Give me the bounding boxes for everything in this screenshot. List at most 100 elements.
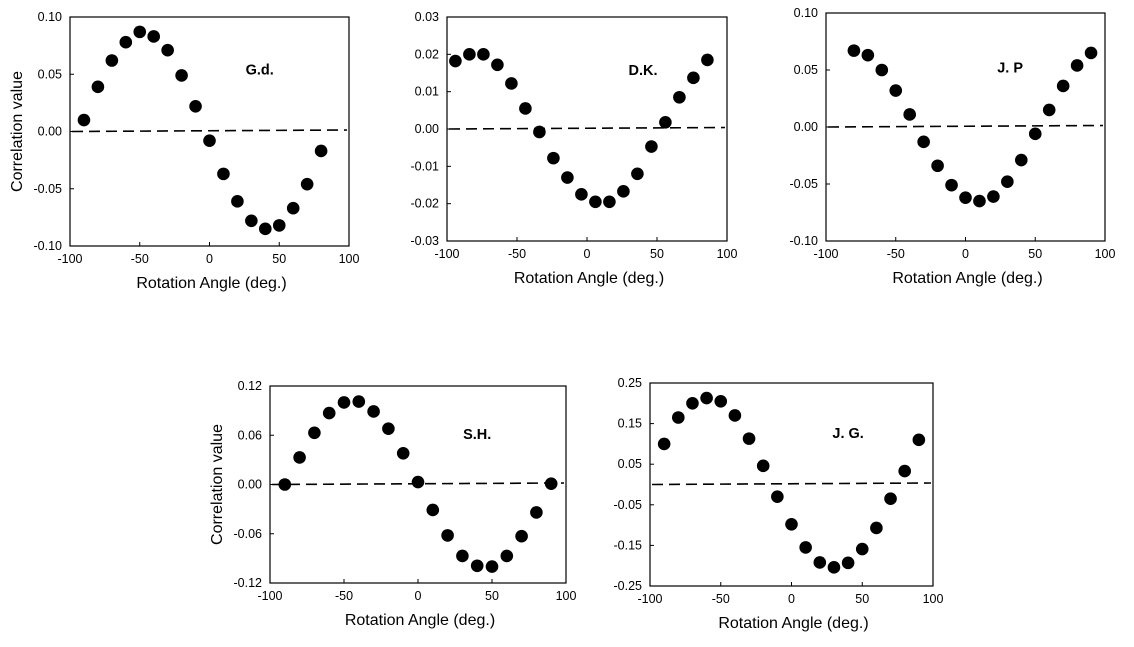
y-tick-label: 0.05 [618,457,642,471]
y-tick-label: -0.01 [411,159,440,173]
data-point [300,177,314,191]
data-point [884,492,897,506]
data-point [519,102,532,115]
y-tick-label: -0.12 [234,576,263,590]
data-point [175,69,188,82]
data-point [855,542,869,556]
data-point [861,48,875,62]
y-axis-label: Correlation value [9,71,26,192]
data-point [603,195,616,209]
x-tick-label: 0 [788,592,795,606]
y-tick-label: -0.25 [614,579,643,593]
data-point [903,108,916,121]
y-tick-label: 0.10 [794,6,818,20]
data-point [785,517,798,531]
data-point [133,25,147,39]
zero-reference-line [651,482,932,486]
x-tick-label: -50 [712,592,730,606]
x-tick-label: 50 [485,589,499,603]
data-point [367,405,380,418]
panel-label: S.H. [463,427,491,443]
data-point [485,560,499,573]
data-point [1056,79,1070,93]
x-axis-label: Rotation Angle (deg.) [345,612,495,629]
data-point [756,459,770,473]
data-point [91,80,105,94]
zero-reference-line [71,129,348,133]
y-tick-label: -0.03 [411,234,440,248]
x-tick-label: 100 [923,592,944,606]
data-point [742,432,756,445]
data-point [382,422,395,435]
x-tick-label: 50 [650,247,664,261]
data-point [477,48,490,61]
data-point [799,541,812,554]
data-point [105,54,119,67]
data-point [352,395,366,408]
data-point [575,188,588,201]
x-tick-label: 50 [272,252,286,266]
x-tick-label: 100 [717,247,738,261]
y-tick-label: 0.03 [415,10,439,24]
x-tick-label: 0 [415,589,422,603]
data-point [161,43,174,57]
y-tick-label: -0.05 [790,177,819,191]
data-point [701,53,714,67]
data-point [917,135,930,149]
x-axis-label: Rotation Angle (deg.) [136,275,286,292]
x-tick-label: -100 [434,247,459,261]
data-point [657,437,671,451]
x-tick-label: -100 [257,589,282,603]
x-tick-label: -100 [57,252,82,266]
data-point [426,503,440,517]
y-tick-label: 0.00 [794,120,818,134]
data-point [1070,59,1084,72]
chart-panel-2: -0.03 -0.02 -0.01 0.00 0.01 0.02 0.03 -100 -50 0 5… [411,10,738,287]
data-point [441,529,454,542]
data-point [645,140,658,153]
y-tick-label: 0.10 [38,10,62,24]
x-tick-label: -100 [813,247,838,261]
data-point [119,35,133,49]
data-point [687,71,700,85]
data-point [203,134,216,147]
chart-panel-1: -0.10 -0.05 0.00 0.05 0.10 -100 -50 0 50 100 G.d. R… [9,10,359,292]
data-point [547,151,560,165]
data-point [631,167,644,181]
data-point [700,391,713,405]
y-tick-label: 0.02 [415,47,439,61]
data-point [870,521,883,535]
data-point [813,556,827,569]
data-point [561,171,574,184]
data-point [505,77,518,90]
y-tick-label: 0.05 [38,67,62,81]
data-point [1015,153,1028,167]
panel-label: J. G. [832,426,863,442]
data-point [470,559,484,573]
y-tick-label: -0.15 [614,538,643,552]
data-point [841,556,855,570]
x-tick-label: -50 [508,247,526,261]
x-axis-label: Rotation Angle (deg.) [892,270,1042,287]
data-point [500,549,514,563]
data-point [308,426,321,440]
data-point [847,44,861,57]
data-point [217,167,230,181]
data-point [449,54,462,68]
data-point [659,115,672,129]
y-tick-label: 0.00 [238,478,262,492]
data-point [77,113,91,127]
x-axis-label: Rotation Angle (deg.) [718,615,868,632]
data-point [827,561,841,574]
data-point [515,529,528,543]
data-point [617,185,630,198]
x-tick-label: 50 [1028,247,1042,261]
data-point [686,397,699,410]
data-point [771,490,784,503]
y-tick-label: 0.01 [415,85,439,99]
data-point [987,190,1000,203]
data-point [672,411,685,424]
x-tick-label: 100 [339,252,360,266]
y-tick-label: 0.06 [238,428,262,442]
